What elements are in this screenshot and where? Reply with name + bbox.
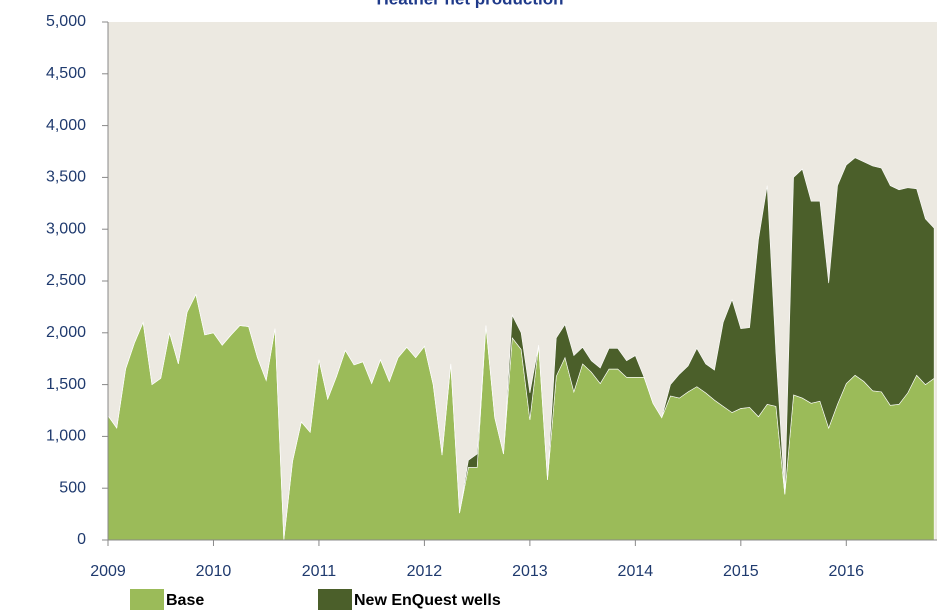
chart-title: Heather net production <box>376 0 563 8</box>
x-tick-label: 2013 <box>512 563 548 580</box>
y-tick-label: 0 <box>77 531 86 548</box>
y-tick-label: 1,500 <box>46 376 86 393</box>
x-tick-label: 2011 <box>302 563 337 580</box>
x-tick-label: 2010 <box>196 563 232 580</box>
legend-label: Base <box>166 592 204 609</box>
y-tick-label: 1,000 <box>46 428 86 445</box>
y-tick-label: 500 <box>59 479 86 496</box>
x-tick-label: 2012 <box>407 563 443 580</box>
legend-swatch <box>130 589 164 610</box>
y-tick-label: 5,000 <box>46 13 86 30</box>
x-tick-label: 2014 <box>618 563 654 580</box>
y-tick-label: 4,000 <box>46 117 86 134</box>
x-tick-label: 2015 <box>723 563 759 580</box>
y-tick-label: 2,000 <box>46 324 86 341</box>
y-tick-label: 3,500 <box>46 169 86 186</box>
legend-swatch <box>318 589 352 610</box>
area <box>107 157 935 541</box>
x-tick-label: 2009 <box>90 563 126 580</box>
legend-label: New EnQuest wells <box>354 592 501 609</box>
x-tick-label: 2016 <box>828 563 864 580</box>
y-tick-label: 4,500 <box>46 65 86 82</box>
y-tick-label: 3,000 <box>46 220 86 237</box>
y-tick-label: 2,500 <box>46 272 86 289</box>
